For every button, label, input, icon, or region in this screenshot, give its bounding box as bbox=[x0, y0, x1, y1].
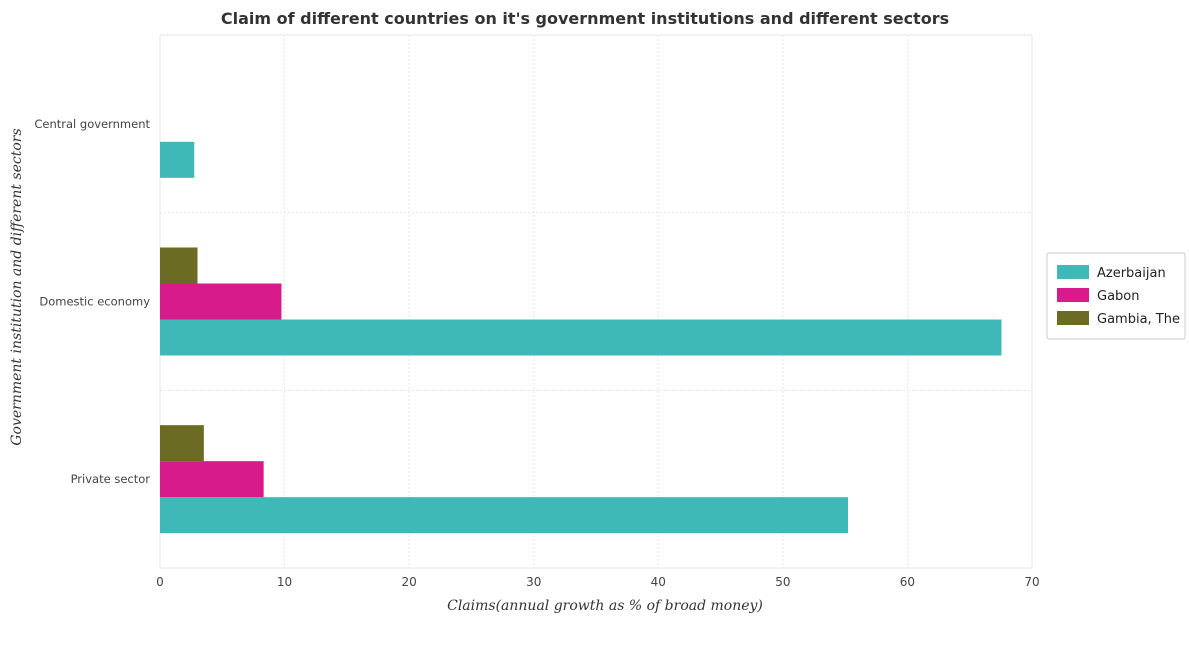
bar-gambia-the-2 bbox=[160, 425, 204, 462]
bars bbox=[160, 141, 1002, 534]
bar-azerbaijan-1 bbox=[160, 319, 1002, 356]
chart-title: Claim of different countries on it's gov… bbox=[221, 9, 949, 28]
legend-label: Gambia, The bbox=[1097, 312, 1180, 327]
y-tick-label: Central government bbox=[34, 117, 150, 131]
x-tick-label: 50 bbox=[775, 575, 790, 589]
x-tick-label: 30 bbox=[526, 575, 541, 589]
x-tick-label: 70 bbox=[1024, 575, 1039, 589]
x-tick-label: 20 bbox=[402, 575, 417, 589]
grid bbox=[159, 34, 1033, 569]
x-tick-label: 40 bbox=[651, 575, 666, 589]
plot-frame bbox=[159, 34, 1033, 569]
legend-swatch bbox=[1057, 265, 1089, 279]
legend-swatch bbox=[1057, 288, 1089, 302]
x-axis-label: Claims(annual growth as % of broad money… bbox=[447, 598, 763, 614]
bar-gabon-2 bbox=[160, 461, 264, 498]
bar-azerbaijan-0 bbox=[160, 141, 195, 178]
bar-gambia-the-1 bbox=[160, 247, 198, 284]
bar-azerbaijan-2 bbox=[160, 497, 849, 534]
x-tick-label: 60 bbox=[900, 575, 915, 589]
y-axis-ticks: Central government Domestic economy Privat… bbox=[34, 117, 150, 486]
y-axis-label: Government institution and different sec… bbox=[9, 128, 25, 445]
legend-label: Azerbaijan bbox=[1097, 266, 1166, 281]
legend: Azerbaijan Gabon Gambia, The bbox=[1046, 252, 1186, 340]
legend-swatch bbox=[1057, 311, 1089, 325]
y-tick-label: Domestic economy bbox=[39, 295, 150, 309]
bar-gabon-1 bbox=[160, 283, 282, 320]
legend-label: Gabon bbox=[1097, 289, 1140, 304]
x-axis-ticks: 0 10 20 30 40 50 60 70 bbox=[156, 575, 1039, 589]
x-tick-label: 0 bbox=[156, 575, 164, 589]
y-tick-label: Private sector bbox=[71, 472, 151, 486]
x-tick-label: 10 bbox=[277, 575, 292, 589]
